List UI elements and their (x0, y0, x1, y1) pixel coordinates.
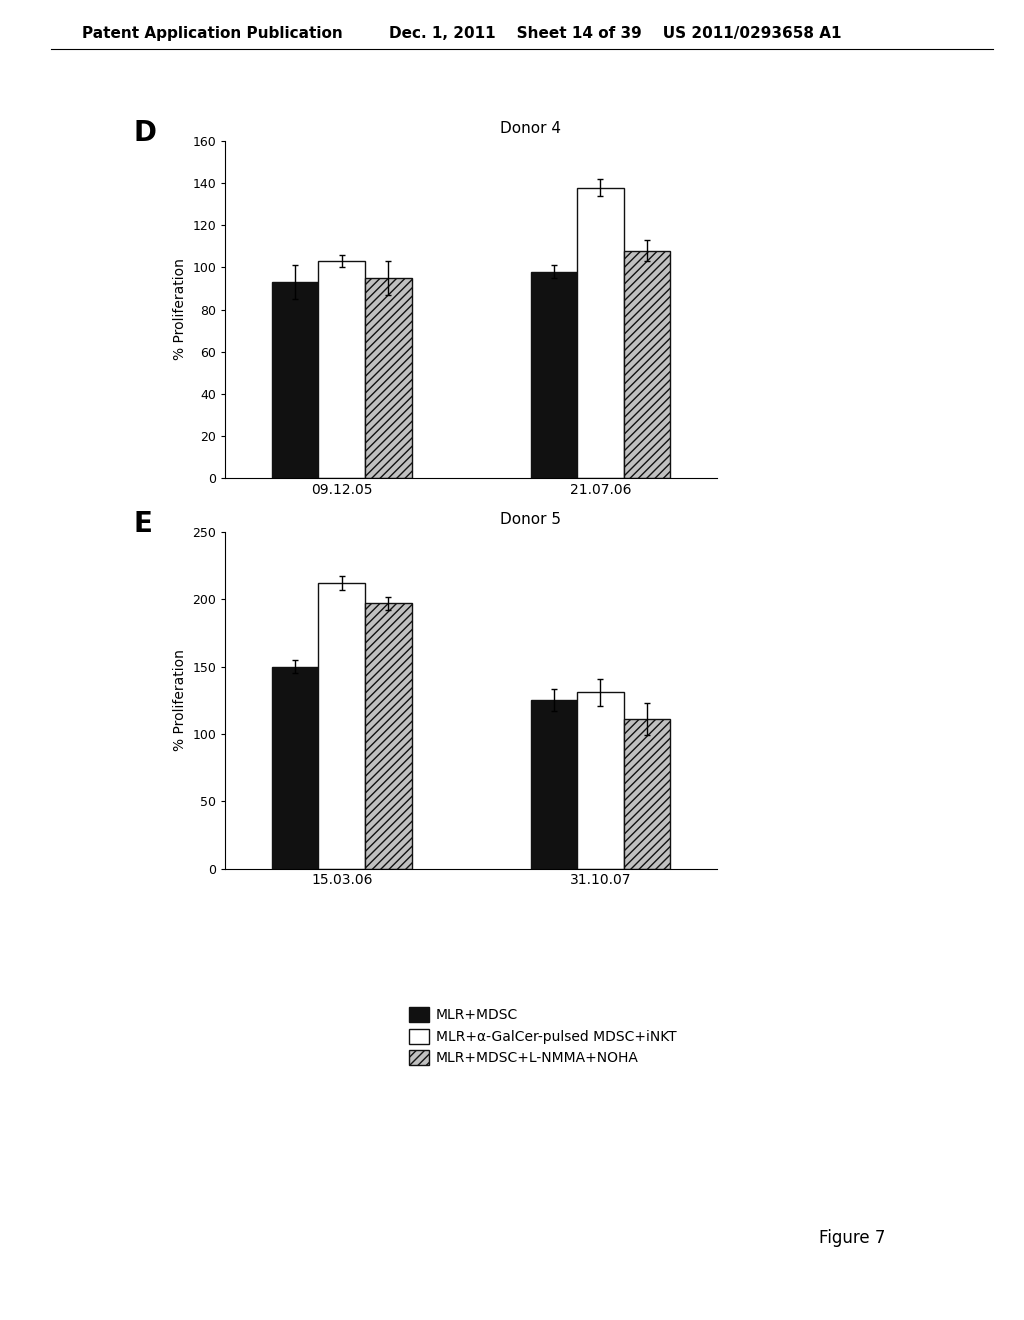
Bar (271, 667, 318, 869)
Bar (624, 719, 671, 869)
Legend: MLR+MDSC, MLR+α-GalCer-pulsed MDSC+iNKT, MLR+MDSC+L-NMMA+NOHA: MLR+MDSC, MLR+α-GalCer-pulsed MDSC+iNKT,… (410, 1007, 676, 1065)
Text: E: E (133, 510, 152, 537)
Y-axis label: % Proliferation: % Proliferation (173, 649, 186, 751)
Bar (318, 261, 365, 478)
Bar (530, 272, 578, 478)
Bar (365, 279, 412, 478)
Bar (624, 251, 671, 478)
Text: Figure 7: Figure 7 (819, 1229, 886, 1247)
Text: Dec. 1, 2011    Sheet 14 of 39    US 2011/0293658 A1: Dec. 1, 2011 Sheet 14 of 39 US 2011/0293… (389, 26, 842, 41)
Bar (578, 187, 624, 478)
Bar (318, 583, 365, 869)
Bar (578, 692, 624, 869)
Title: Donor 4: Donor 4 (500, 121, 560, 136)
Bar (271, 282, 318, 478)
Y-axis label: % Proliferation: % Proliferation (173, 259, 186, 360)
Text: Patent Application Publication: Patent Application Publication (82, 26, 343, 41)
Title: Donor 5: Donor 5 (500, 512, 560, 527)
Text: D: D (133, 119, 156, 147)
Bar (530, 700, 578, 869)
Bar (365, 603, 412, 869)
